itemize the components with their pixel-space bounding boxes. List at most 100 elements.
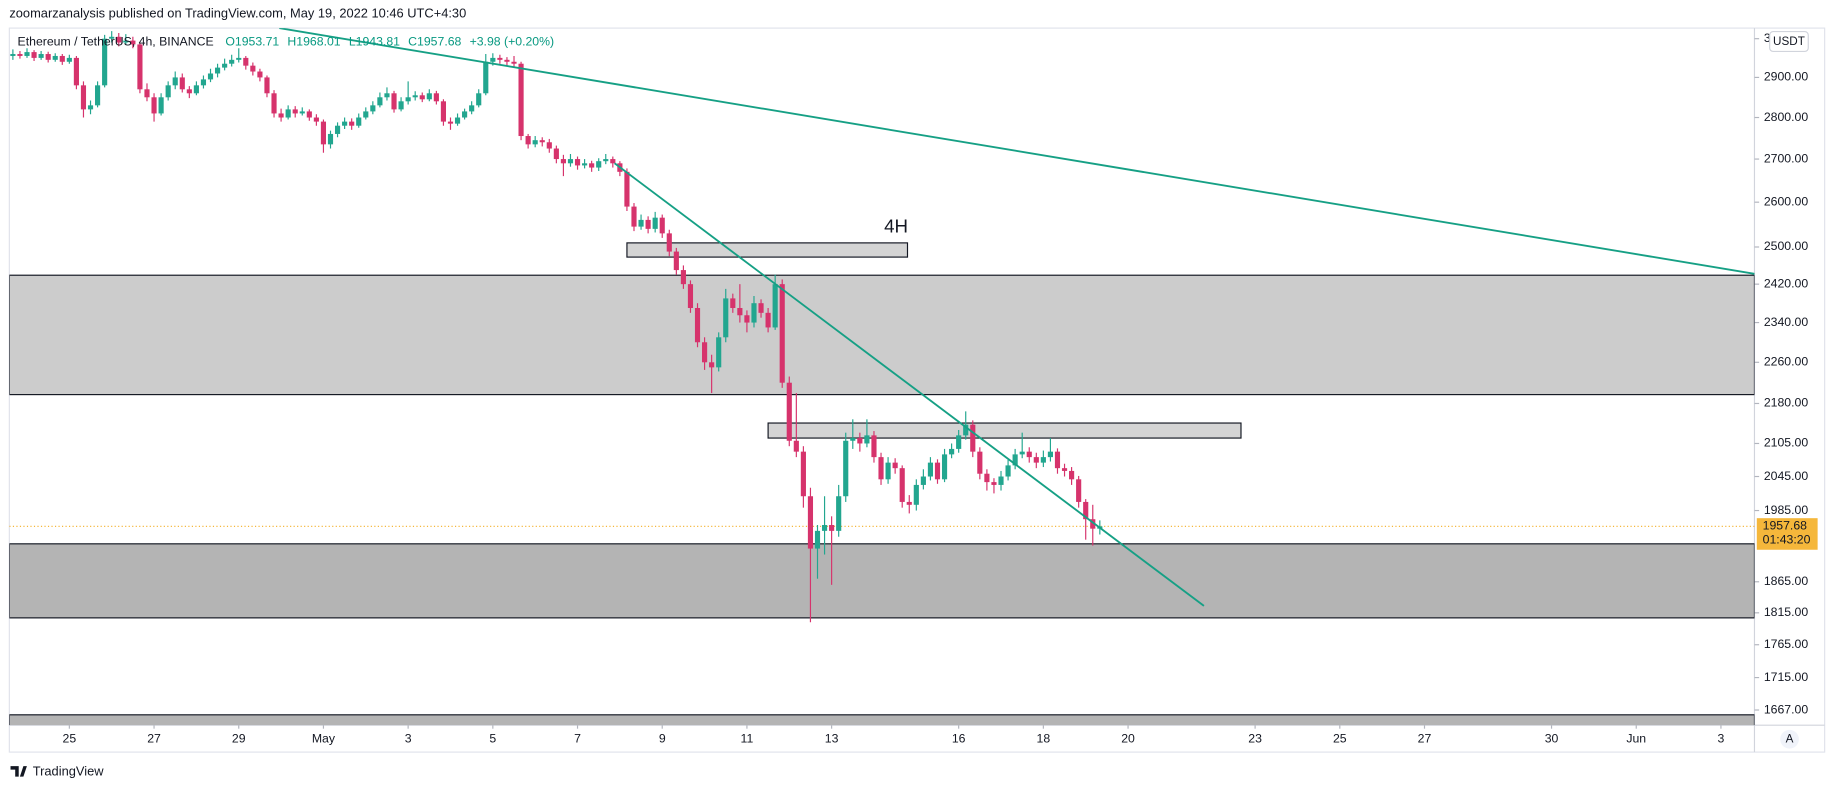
x-tick-label: 20 bbox=[1121, 731, 1135, 745]
y-tick-label: 1815.00 bbox=[1764, 605, 1809, 619]
candle-body bbox=[52, 55, 58, 60]
last-price-box bbox=[1756, 518, 1818, 550]
ohlc-value: O1953.71 bbox=[225, 34, 279, 48]
candle-body bbox=[490, 57, 496, 62]
trendline bbox=[279, 28, 1755, 275]
y-tick-label: 2420.00 bbox=[1764, 276, 1809, 290]
y-tick-label: 2340.00 bbox=[1764, 315, 1809, 329]
candle-body bbox=[158, 97, 164, 114]
candle-body bbox=[306, 111, 312, 118]
candle-body bbox=[673, 251, 679, 271]
candle-body bbox=[624, 171, 630, 207]
candle-body bbox=[151, 97, 157, 114]
y-tick-label: 2800.00 bbox=[1764, 110, 1809, 124]
zone bbox=[9, 714, 1755, 726]
scale-button-label[interactable]: A bbox=[1786, 732, 1794, 745]
x-tick-label: 18 bbox=[1037, 731, 1051, 745]
candle-body bbox=[984, 473, 990, 483]
candle-body bbox=[913, 484, 919, 505]
candle-body bbox=[836, 496, 842, 531]
candle-body bbox=[885, 462, 891, 480]
candle-body bbox=[313, 117, 319, 122]
candle-body bbox=[229, 59, 235, 64]
y-tick-label: 2045.00 bbox=[1764, 469, 1809, 483]
candle-body bbox=[892, 462, 898, 469]
last-price-label: 1957.68 bbox=[1763, 519, 1808, 533]
candle-body bbox=[45, 54, 51, 60]
candle-body bbox=[497, 57, 503, 60]
x-tick-label: 25 bbox=[63, 731, 77, 745]
candle-body bbox=[511, 61, 517, 64]
x-tick-label: Jun bbox=[1626, 731, 1646, 745]
candle-body bbox=[687, 284, 694, 309]
zone bbox=[9, 274, 1755, 396]
candle-body bbox=[356, 117, 362, 126]
candle-body bbox=[1061, 468, 1068, 471]
candle-body bbox=[1069, 470, 1075, 480]
candle-body bbox=[137, 44, 143, 90]
candle-body bbox=[596, 161, 602, 168]
candle-body bbox=[1026, 451, 1032, 458]
candle-body bbox=[814, 530, 821, 549]
y-tick-label: 1667.00 bbox=[1764, 702, 1809, 716]
candle-body bbox=[843, 440, 849, 497]
candle-body bbox=[391, 93, 397, 110]
candle-body bbox=[363, 111, 369, 118]
candle-body bbox=[553, 148, 559, 160]
candle-body bbox=[504, 59, 510, 62]
candle-body bbox=[398, 101, 404, 110]
candle-body bbox=[292, 109, 298, 114]
candle-body bbox=[454, 117, 461, 124]
trendline bbox=[614, 162, 1205, 607]
candle-body bbox=[1005, 465, 1011, 477]
x-tick-label: 5 bbox=[489, 731, 496, 745]
x-tick-label: 27 bbox=[1418, 731, 1432, 745]
header: zoomarzanalysis published on TradingView… bbox=[9, 5, 466, 20]
x-tick-label: 29 bbox=[232, 731, 246, 745]
candle-body bbox=[518, 63, 524, 137]
candle-body bbox=[186, 89, 192, 94]
overlay: Ethereum / TetherUS, 4h, BINANCE O1953.71… bbox=[18, 31, 1818, 749]
candle-body bbox=[320, 121, 327, 145]
candle-body bbox=[469, 105, 475, 112]
tradingview-logo: TradingView bbox=[10, 763, 104, 778]
candle-body bbox=[1076, 479, 1082, 502]
candle-body bbox=[941, 454, 948, 480]
candle-body bbox=[793, 440, 799, 452]
x-tick-label: 16 bbox=[952, 731, 966, 745]
candle-body bbox=[24, 52, 30, 56]
candle-body bbox=[821, 525, 828, 531]
candle-body bbox=[525, 136, 531, 145]
candle-body bbox=[278, 113, 284, 118]
y-tick-label: 2260.00 bbox=[1764, 355, 1809, 369]
candle-body bbox=[87, 105, 94, 110]
candle-body bbox=[342, 121, 348, 126]
candle-body bbox=[589, 163, 595, 168]
candle-body bbox=[772, 284, 778, 328]
candle-body bbox=[610, 159, 616, 164]
candle-body bbox=[476, 93, 482, 106]
y-tick-label: 1765.00 bbox=[1764, 637, 1809, 651]
candle-body bbox=[807, 496, 814, 549]
plot-area: 4H bbox=[9, 28, 1755, 726]
candle-body bbox=[991, 482, 997, 485]
candle-body bbox=[123, 40, 129, 43]
candle-body bbox=[864, 435, 870, 444]
candle-body bbox=[1083, 501, 1089, 520]
candle-body bbox=[638, 219, 644, 227]
candle-body bbox=[878, 457, 884, 480]
candle-body bbox=[963, 424, 969, 436]
candle-body bbox=[271, 93, 277, 114]
y-tick-label: 2105.00 bbox=[1764, 436, 1809, 450]
candle-body bbox=[327, 133, 334, 145]
candle-body bbox=[102, 38, 108, 86]
candle-body bbox=[927, 462, 934, 477]
candle-body bbox=[970, 424, 976, 452]
frame bbox=[8, 27, 1826, 753]
x-tick-label: 25 bbox=[1333, 731, 1347, 745]
scale-button bbox=[1780, 729, 1799, 749]
x-tick-label: 7 bbox=[574, 731, 581, 745]
candle-body bbox=[447, 121, 454, 124]
candle-body bbox=[236, 57, 242, 60]
candle-body bbox=[405, 97, 411, 102]
